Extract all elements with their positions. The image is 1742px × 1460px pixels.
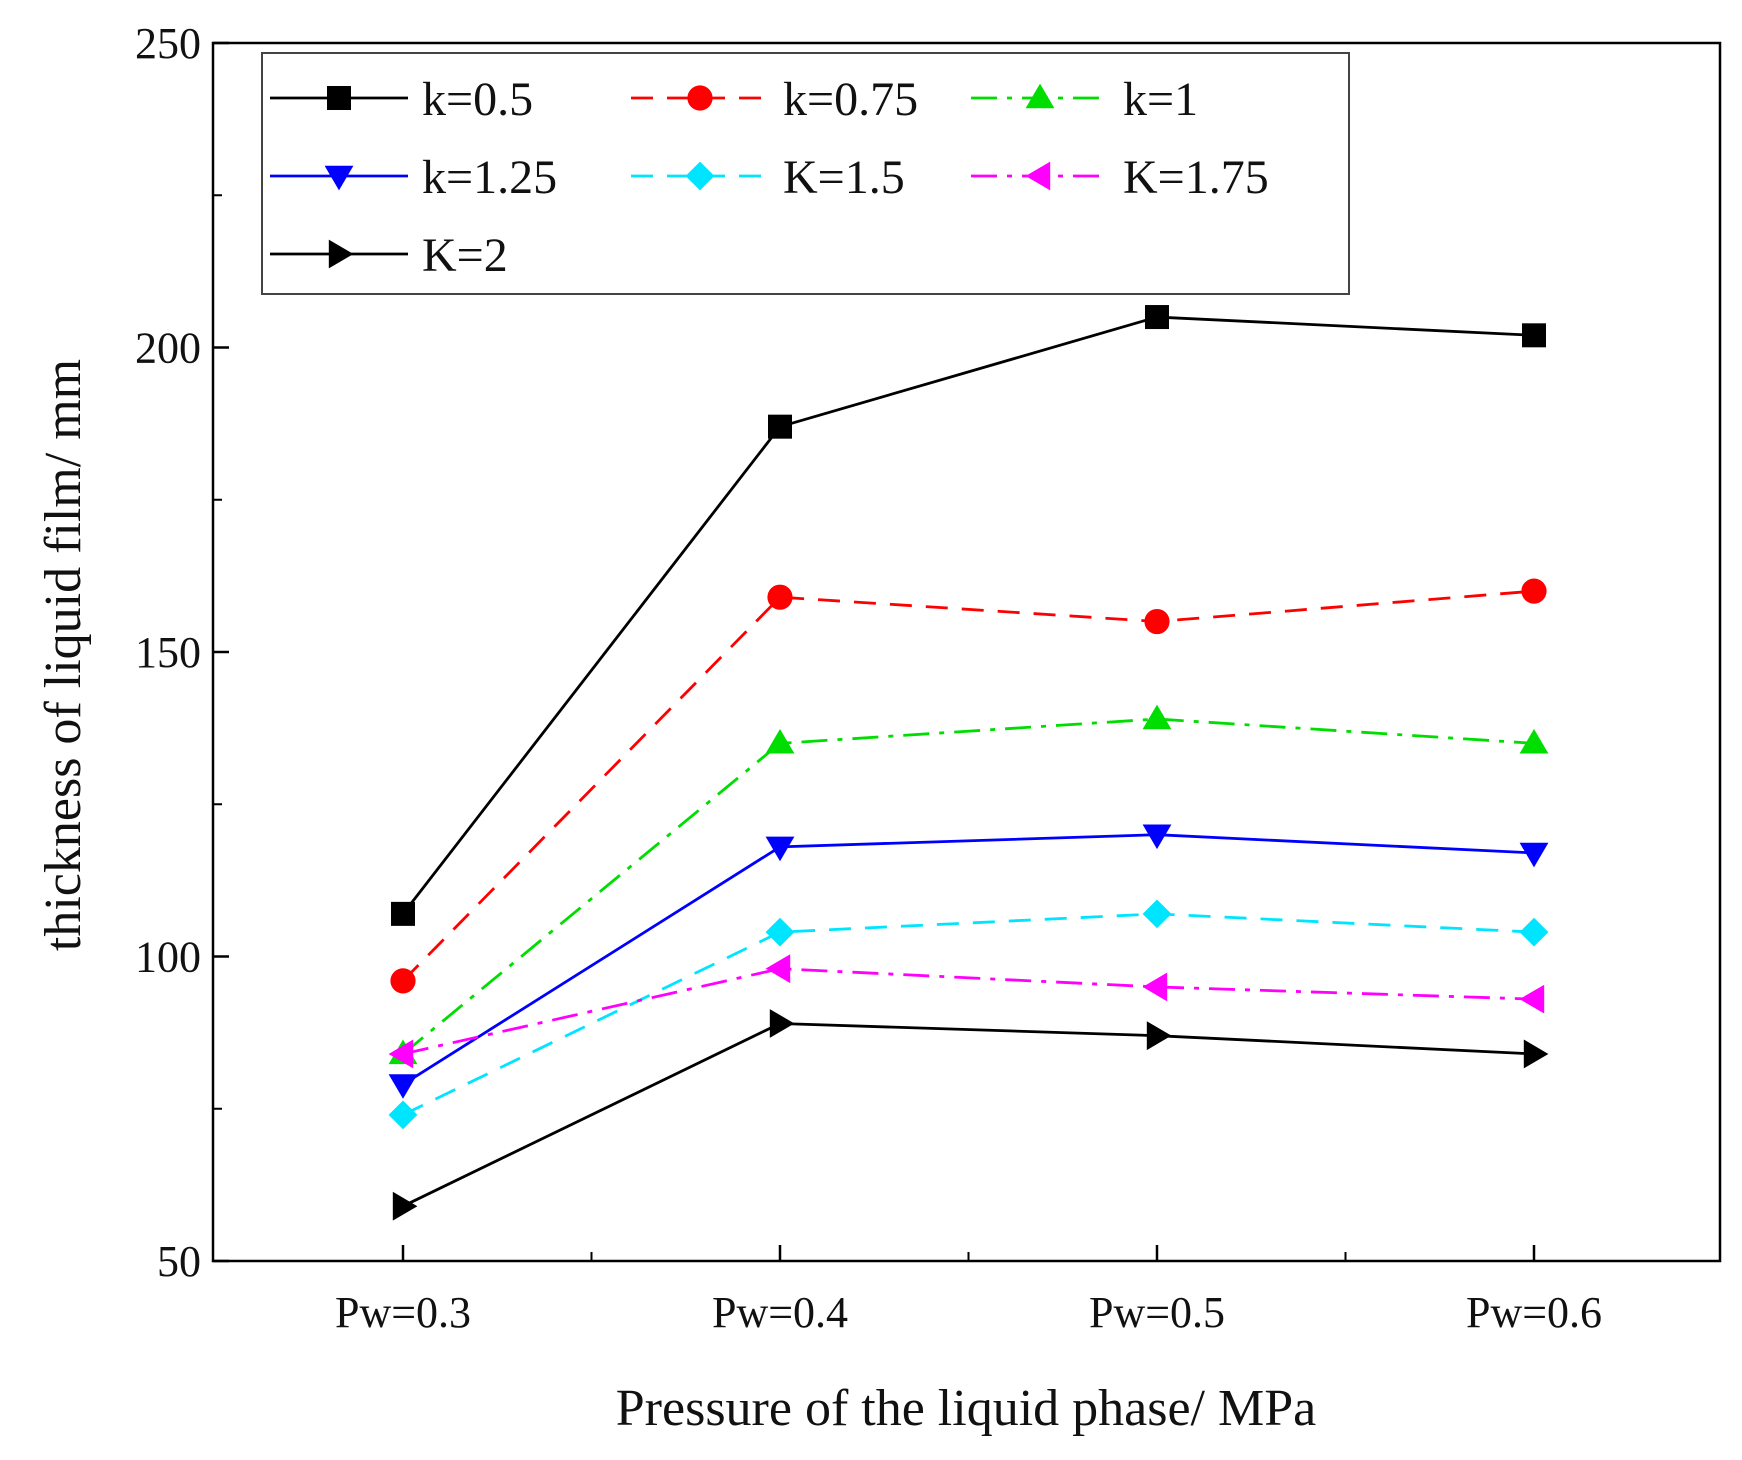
series-5	[388, 954, 1545, 1069]
x-tick-label: Pw=0.5	[1089, 1288, 1225, 1337]
data-point	[769, 1009, 795, 1038]
data-point	[768, 414, 792, 439]
series-line	[401, 315, 1535, 915]
data-point	[1523, 1039, 1549, 1069]
data-point	[1519, 842, 1549, 868]
data-point	[1521, 578, 1547, 604]
legend-marker	[685, 161, 715, 191]
series-line	[402, 912, 1535, 1117]
data-point	[388, 1039, 414, 1069]
legend-item: k=0.75	[631, 73, 918, 126]
legend-label: K=1.5	[783, 151, 905, 204]
data-point	[765, 728, 795, 754]
x-tick-label: Pw=0.3	[335, 1288, 471, 1337]
y-tick-label: 100	[135, 933, 201, 982]
data-point	[1144, 608, 1170, 635]
legend-label: K=1.75	[1123, 151, 1269, 204]
legend: k=0.5 k=0.75 k=1 k=1.25 K=1.5 K=1.75 K=2	[261, 52, 1350, 295]
legend-label: k=1.25	[422, 151, 557, 204]
data-point	[1142, 972, 1168, 1002]
legend-marker	[1025, 83, 1055, 109]
legend-marker	[1025, 161, 1051, 191]
data-point	[1142, 824, 1172, 850]
x-axis-title: Pressure of the liquid phase/ MPa	[616, 1380, 1316, 1437]
data-point	[1522, 323, 1546, 348]
data-point	[1145, 305, 1169, 330]
legend-item: K=1.75	[971, 151, 1269, 204]
legend-label: k=1	[1123, 73, 1198, 126]
y-axis-title: thickness of liquid film/ mm	[35, 359, 92, 951]
y-tick-label: 200	[135, 324, 201, 373]
data-point	[1519, 917, 1549, 947]
series-1	[390, 578, 1547, 994]
series-line	[402, 589, 1535, 982]
legend-item: K=1.5	[631, 151, 905, 204]
data-point	[388, 1100, 418, 1130]
data-point	[392, 1191, 418, 1221]
series-2	[388, 704, 1549, 1065]
data-point	[388, 1074, 418, 1099]
legend-marker	[327, 86, 351, 110]
y-tick-label: 250	[135, 19, 201, 68]
legend-box	[261, 52, 1350, 295]
data-point	[1142, 704, 1172, 730]
series-line	[402, 833, 1535, 1086]
axes: 50 100 150 200 250 Pw=0.3 Pw=0.4 Pw=0.5 Pw=0.6	[135, 19, 1722, 1337]
data-point	[1519, 728, 1549, 754]
data-point	[1142, 899, 1172, 929]
series-line	[402, 967, 1535, 1056]
legend-label: k=0.5	[422, 73, 533, 126]
legend-label: K=2	[422, 229, 508, 282]
legend-marker	[687, 85, 713, 111]
legend-label: k=0.75	[783, 73, 918, 126]
legend-item: k=1.25	[270, 151, 557, 204]
data-point	[765, 917, 795, 947]
legend-item: K=2	[270, 229, 508, 282]
data-point	[1146, 1021, 1172, 1051]
x-tick-label: Pw=0.4	[712, 1288, 848, 1337]
y-tick-label: 50	[157, 1237, 201, 1286]
data-point	[1519, 984, 1545, 1014]
y-tick-label: 150	[135, 628, 201, 677]
legend-marker	[328, 239, 354, 269]
series-line	[402, 1022, 1535, 1208]
legend-marker	[324, 165, 354, 191]
data-point	[391, 901, 415, 926]
series-line	[402, 717, 1535, 1056]
data-point	[765, 954, 791, 984]
data-point	[390, 968, 416, 994]
legend-item: k=1	[971, 73, 1198, 126]
series-group	[388, 305, 1549, 1221]
series-3	[388, 824, 1549, 1099]
data-point	[767, 584, 793, 610]
series-0	[391, 305, 1546, 926]
x-tick-label: Pw=0.6	[1466, 1288, 1602, 1337]
series-6	[392, 1009, 1549, 1221]
data-point	[765, 836, 795, 862]
legend-item: k=0.5	[270, 73, 533, 126]
series-4	[388, 899, 1549, 1130]
